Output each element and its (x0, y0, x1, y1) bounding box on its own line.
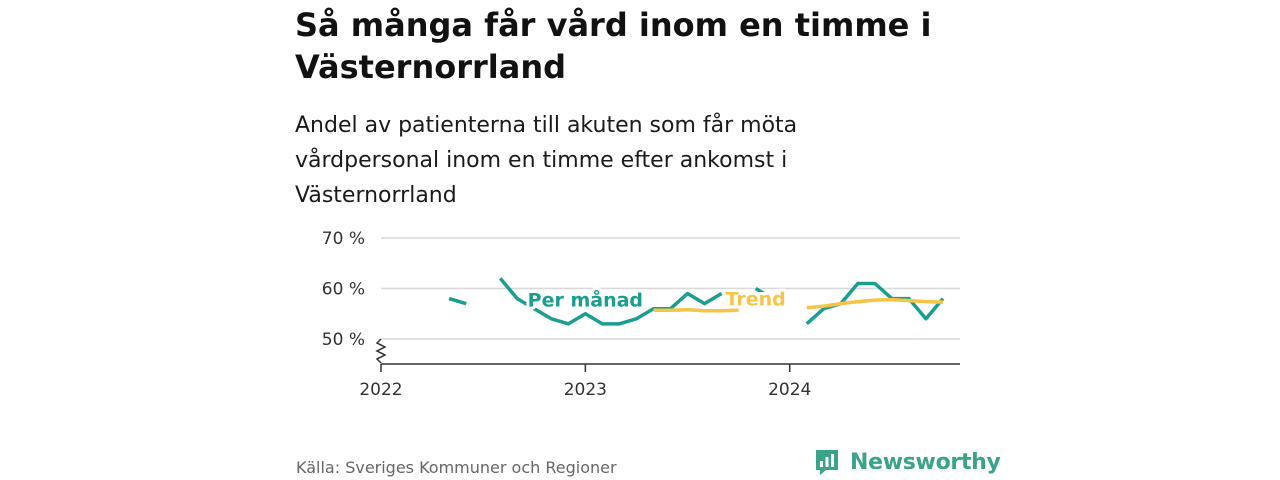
series-line-per-manad (498, 277, 723, 326)
series-line-per-manad (448, 296, 467, 306)
x-tick-label: 2023 (564, 380, 607, 400)
chart-subtitle: Andel av patienterna till akuten som får… (295, 113, 798, 208)
brand-name: Newsworthy (850, 449, 1001, 475)
chart-title: Så många får vård inom en timme i Väster… (295, 6, 932, 86)
series-line-per-manad (754, 286, 774, 301)
y-tick-label: 70 % (322, 229, 365, 249)
series-label: Per månad (528, 288, 643, 312)
bar-chart-icon (816, 450, 838, 475)
series-label-halo: Per månad (528, 288, 643, 312)
series-label: Trend (726, 289, 786, 311)
newsworthy-logo: Newsworthy (814, 446, 1001, 478)
series-line-trend (806, 297, 944, 310)
x-tick-label: 2022 (359, 380, 402, 400)
y-tick-label: 60 % (322, 280, 365, 300)
source-note: Källa: Sveriges Kommuner och Regioner (296, 458, 617, 477)
axis-break-icon (375, 338, 387, 364)
series-line-trend (653, 307, 739, 313)
y-tick-label: 50 % (322, 330, 365, 350)
series-label-halo: Trend (726, 289, 786, 311)
series-line-per-manad (805, 281, 945, 326)
x-tick-label: 2024 (768, 380, 811, 400)
